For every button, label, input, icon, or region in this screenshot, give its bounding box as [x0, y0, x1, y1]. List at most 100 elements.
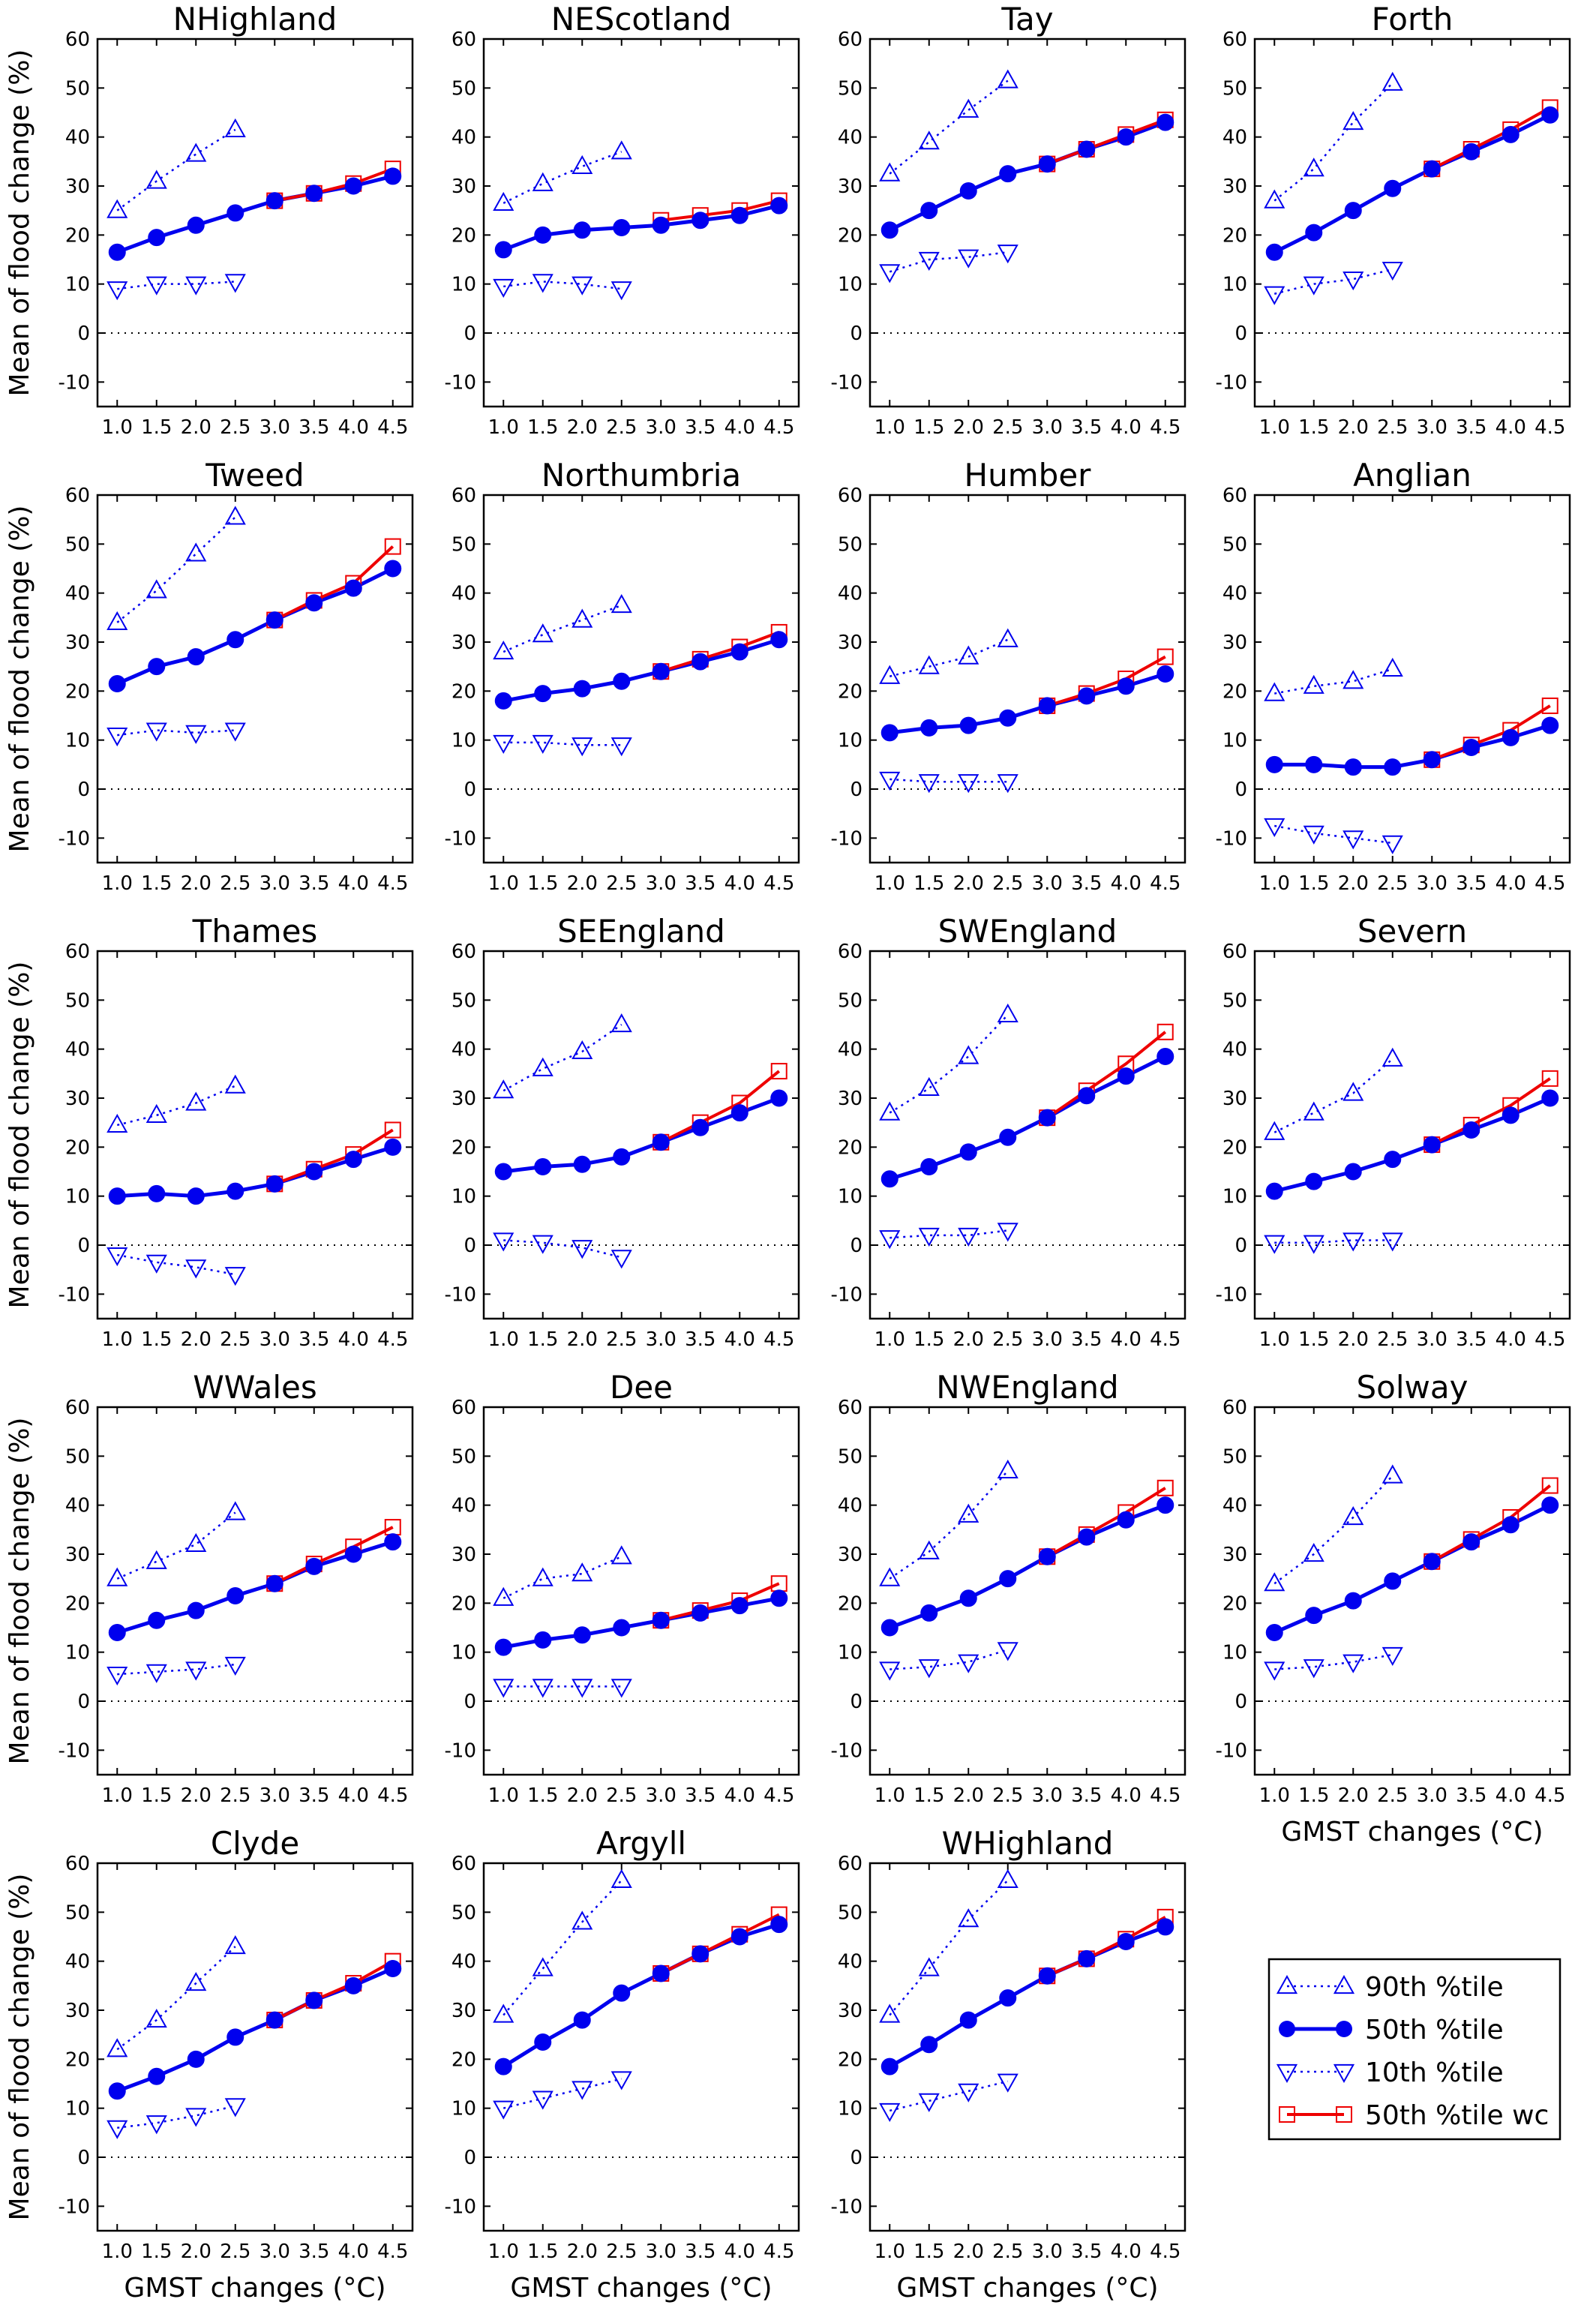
y-tick-label: 30 — [1222, 1544, 1247, 1566]
x-tick-label: 4.0 — [724, 1784, 755, 1807]
marker-p90 — [146, 170, 167, 189]
marker-p50 — [730, 1104, 748, 1122]
marker-p50 — [613, 672, 631, 690]
y-tick-label: 10 — [838, 274, 862, 296]
marker-p90 — [1303, 158, 1324, 177]
x-tick-label: 1.5 — [914, 2240, 944, 2263]
series-line-p10 — [890, 1229, 1008, 1239]
marker-p50 — [652, 1611, 670, 1629]
x-tick-label: 2.5 — [1377, 1784, 1408, 1807]
x-tick-label: 3.5 — [298, 1784, 329, 1807]
x-tick-label: 4.0 — [1111, 872, 1142, 895]
legend-marker-p90 — [1333, 1974, 1355, 1994]
marker-p90 — [997, 1868, 1018, 1888]
marker-p10 — [493, 2100, 514, 2120]
y-tick-label: 10 — [1222, 274, 1247, 296]
x-tick-label: 4.5 — [1150, 1328, 1180, 1351]
y-tick-label: 10 — [838, 730, 862, 752]
marker-p50 — [573, 1155, 591, 1173]
series-line-wc — [661, 199, 780, 222]
marker-p90 — [224, 1074, 246, 1094]
marker-p50 — [108, 675, 126, 693]
x-tick-label: 1.5 — [1298, 1784, 1329, 1807]
marker-p50 — [573, 1626, 591, 1644]
marker-p90 — [918, 131, 940, 150]
y-tick-label: 0 — [77, 323, 90, 345]
marker-p10 — [532, 1235, 554, 1254]
x-tick-label: 2.0 — [1338, 872, 1369, 895]
marker-p90 — [997, 69, 1018, 89]
marker-p50 — [1078, 1949, 1096, 1967]
y-axis-label: Mean of flood change (%) — [4, 1418, 35, 1765]
x-tick-label: 2.5 — [992, 2240, 1023, 2263]
x-tick-label: 2.0 — [1338, 416, 1369, 439]
series-line-p10 — [889, 251, 1008, 273]
marker-p90 — [185, 1972, 207, 1991]
marker-p50 — [266, 1574, 284, 1592]
x-tick-label: 1.5 — [141, 416, 172, 439]
series-line-p90 — [1274, 1475, 1394, 1585]
x-tick-label: 2.5 — [992, 1784, 1023, 1807]
y-tick-label: -10 — [1216, 827, 1247, 850]
marker-p10 — [879, 771, 901, 791]
legend-label-p10: 10th %tile — [1365, 2057, 1504, 2088]
x-tick-label: 1.0 — [488, 1328, 519, 1351]
marker-p10 — [997, 1223, 1018, 1242]
marker-p50 — [148, 229, 166, 247]
marker-p50 — [920, 2036, 938, 2054]
marker-p10 — [146, 276, 167, 296]
y-tick-label: 60 — [452, 1853, 476, 1875]
x-tick-label: 4.0 — [1496, 1784, 1526, 1807]
marker-p50 — [1502, 1106, 1520, 1124]
marker-p90 — [493, 191, 514, 211]
x-tick-label: 4.5 — [377, 1328, 408, 1351]
y-tick-label: 50 — [838, 1901, 862, 1924]
series-line-p10 — [117, 1253, 236, 1276]
y-tick-label: 50 — [65, 77, 90, 100]
marker-p50 — [148, 2067, 166, 2085]
y-axis-label: Mean of flood change (%) — [4, 506, 35, 853]
marker-p10 — [572, 1679, 593, 1698]
series-line-p90 — [502, 604, 622, 653]
y-tick-label: 60 — [65, 29, 90, 51]
y-tick-label: 30 — [838, 632, 862, 654]
marker-p50 — [266, 611, 284, 629]
marker-p90 — [997, 1003, 1018, 1023]
panel-title: NWEngland — [936, 1369, 1118, 1406]
marker-p50 — [1156, 665, 1174, 683]
y-tick-label: 50 — [452, 1901, 476, 1924]
marker-p50 — [652, 662, 670, 680]
marker-p10 — [185, 276, 207, 296]
y-tick-label: 50 — [452, 77, 476, 100]
y-tick-label: 40 — [65, 127, 90, 149]
x-tick-label: 3.5 — [685, 1328, 716, 1351]
y-tick-label: 40 — [452, 127, 476, 149]
x-tick-label: 2.5 — [220, 416, 250, 439]
marker-p50 — [730, 206, 748, 224]
marker-p50 — [534, 1157, 552, 1175]
y-tick-label: -10 — [831, 827, 862, 850]
panel-title: SEEngland — [557, 913, 725, 950]
series-line-p10 — [1274, 824, 1393, 845]
y-tick-label: 0 — [1234, 779, 1247, 801]
marker-p90 — [958, 1503, 980, 1523]
x-tick-label: 2.0 — [181, 2240, 212, 2263]
x-tick-label: 3.0 — [1032, 416, 1063, 439]
y-tick-label: 60 — [452, 29, 476, 51]
marker-p50 — [1156, 1496, 1174, 1514]
marker-p10 — [493, 1232, 514, 1252]
y-tick-label: 40 — [1222, 1495, 1247, 1517]
y-tick-label: 50 — [838, 77, 862, 100]
marker-p90 — [532, 623, 554, 643]
marker-p90 — [224, 1501, 246, 1520]
x-tick-label: 4.0 — [338, 1328, 369, 1351]
marker-p50 — [344, 1151, 362, 1169]
y-tick-label: 60 — [1222, 29, 1247, 51]
y-tick-label: 40 — [452, 583, 476, 605]
marker-p50 — [573, 2011, 591, 2029]
marker-p50 — [108, 1624, 126, 1642]
legend-marker-wc — [1279, 2106, 1295, 2123]
marker-p50 — [1078, 1528, 1096, 1546]
marker-p90 — [146, 579, 167, 599]
